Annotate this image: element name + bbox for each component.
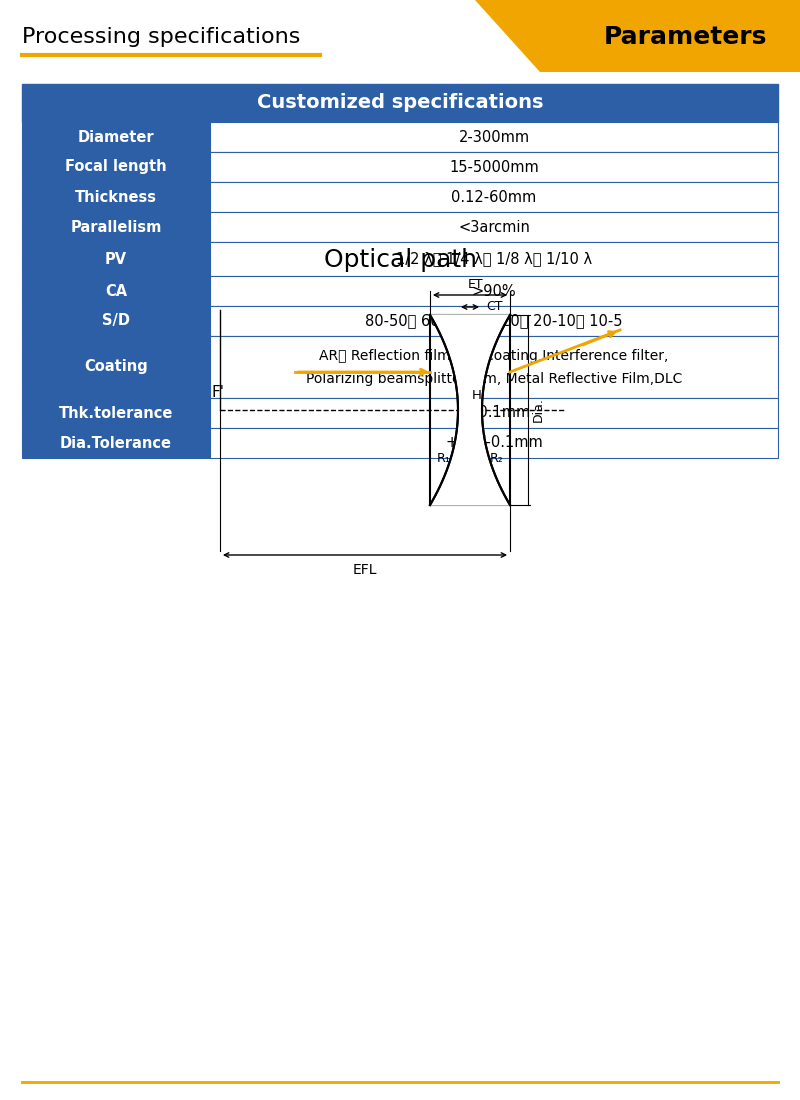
Text: PV: PV [105, 252, 127, 266]
FancyBboxPatch shape [210, 428, 778, 458]
Text: Thk.tolerance: Thk.tolerance [59, 406, 173, 420]
Text: CT: CT [486, 300, 502, 313]
Text: Customized specifications: Customized specifications [257, 94, 543, 112]
Text: Parameters: Parameters [603, 25, 766, 50]
FancyBboxPatch shape [210, 398, 778, 428]
Text: 1/2 λ、 1/4 λ、 1/8 λ、 1/10 λ: 1/2 λ、 1/4 λ、 1/8 λ、 1/10 λ [396, 252, 592, 266]
FancyBboxPatch shape [210, 276, 778, 306]
Text: R₁: R₁ [436, 452, 450, 465]
Text: Coating: Coating [84, 360, 148, 374]
FancyBboxPatch shape [22, 242, 210, 276]
Text: Processing specifications: Processing specifications [22, 28, 300, 47]
Text: Dia.Tolerance: Dia.Tolerance [60, 436, 172, 451]
Text: EFL: EFL [353, 563, 378, 578]
FancyBboxPatch shape [210, 152, 778, 182]
Polygon shape [475, 0, 800, 72]
Text: +0.0/-0.1mm: +0.0/-0.1mm [445, 436, 543, 451]
Text: 15-5000mm: 15-5000mm [449, 160, 539, 175]
Text: 0.12-60mm: 0.12-60mm [451, 189, 537, 205]
Text: Focal length: Focal length [65, 160, 167, 175]
FancyBboxPatch shape [22, 428, 210, 458]
FancyBboxPatch shape [22, 122, 210, 152]
Text: R₂: R₂ [490, 452, 504, 465]
FancyBboxPatch shape [210, 182, 778, 212]
FancyBboxPatch shape [22, 398, 210, 428]
Text: CA: CA [105, 284, 127, 298]
FancyBboxPatch shape [22, 84, 778, 122]
Text: +/-0.1mm: +/-0.1mm [457, 406, 531, 420]
FancyBboxPatch shape [22, 306, 210, 336]
FancyBboxPatch shape [210, 122, 778, 152]
Text: F': F' [211, 385, 225, 400]
FancyBboxPatch shape [210, 212, 778, 242]
Text: Parallelism: Parallelism [70, 220, 162, 234]
FancyBboxPatch shape [22, 212, 210, 242]
Polygon shape [430, 315, 510, 505]
FancyBboxPatch shape [22, 182, 210, 212]
FancyBboxPatch shape [210, 306, 778, 336]
Text: Thickness: Thickness [75, 189, 157, 205]
Text: <3arcmin: <3arcmin [458, 220, 530, 234]
FancyBboxPatch shape [22, 152, 210, 182]
Text: >90%: >90% [472, 284, 516, 298]
Text: Polarizing beamsplitter film, Metal Reflective Film,DLC: Polarizing beamsplitter film, Metal Refl… [306, 373, 682, 386]
Text: Optical path: Optical path [323, 248, 477, 272]
Text: Diameter: Diameter [78, 130, 154, 144]
Text: Dia.: Dia. [532, 397, 545, 422]
Text: H': H' [472, 389, 486, 402]
Text: S/D: S/D [102, 314, 130, 329]
FancyBboxPatch shape [22, 276, 210, 306]
FancyBboxPatch shape [22, 336, 210, 398]
Text: ET: ET [468, 278, 484, 292]
Text: 2-300mm: 2-300mm [458, 130, 530, 144]
FancyBboxPatch shape [210, 336, 778, 398]
Text: AR、 Reflection films,UV coating,Interference filter,: AR、 Reflection films,UV coating,Interfer… [319, 350, 669, 363]
Text: 80-50、 60-40、 40-20、 20-10、 10-5: 80-50、 60-40、 40-20、 20-10、 10-5 [366, 314, 622, 329]
FancyBboxPatch shape [210, 242, 778, 276]
